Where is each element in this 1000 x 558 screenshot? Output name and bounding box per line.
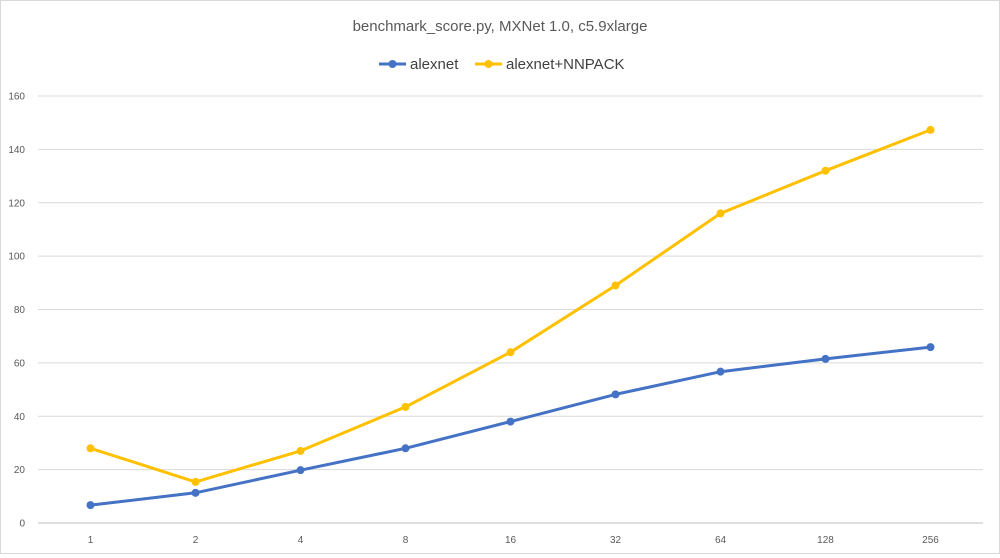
point-alexnet-16: [506, 417, 515, 426]
series-alexnet-nnpack: [86, 125, 935, 486]
point-alexnet-nnpack-4: [296, 446, 305, 455]
y-tick-label-160: 160: [8, 92, 25, 103]
y-tick-label-100: 100: [8, 252, 25, 263]
point-alexnet-nnpack-1: [86, 444, 95, 453]
legend: alexnet alexnet+NNPACK: [379, 56, 625, 73]
y-tick-label-140: 140: [8, 145, 25, 156]
y-tick-label-120: 120: [8, 198, 25, 209]
point-alexnet-nnpack-64: [716, 209, 725, 218]
legend-marker-alexnet-nnpack: [484, 60, 493, 68]
x-tick-label-128: 128: [817, 535, 834, 546]
x-tick-label-256: 256: [922, 535, 939, 546]
point-alexnet-nnpack-256: [926, 125, 935, 134]
y-tick-label-20: 20: [14, 465, 26, 476]
series-alexnet: [86, 343, 935, 510]
x-tick-label-64: 64: [715, 535, 727, 546]
y-tick-label-0: 0: [19, 519, 25, 530]
point-alexnet-nnpack-128: [821, 166, 830, 175]
y-tick-label-40: 40: [14, 412, 26, 423]
point-alexnet-nnpack-8: [401, 402, 410, 411]
point-alexnet-4: [296, 466, 305, 475]
y-axis-ticks: 0 20 40 60 80 100 120 140 160: [8, 92, 25, 530]
point-alexnet-nnpack-32: [611, 281, 620, 290]
chart-title: benchmark_score.py, MXNet 1.0, c5.9xlarg…: [353, 18, 648, 35]
y-tick-label-80: 80: [14, 305, 26, 316]
gridlines: [38, 95, 983, 524]
x-axis-ticks: 1 2 4 8 16 32 64 128 256: [88, 535, 940, 546]
point-alexnet-64: [716, 367, 725, 376]
legend-label-alexnet-nnpack: alexnet+NNPACK: [506, 56, 625, 73]
x-tick-label-16: 16: [505, 535, 517, 546]
legend-marker-alexnet: [388, 60, 397, 68]
point-alexnet-nnpack-2: [191, 477, 200, 486]
legend-item-alexnet: alexnet: [379, 56, 459, 73]
point-alexnet-1: [86, 501, 95, 510]
point-alexnet-nnpack-16: [506, 348, 515, 357]
x-tick-label-32: 32: [610, 535, 622, 546]
x-tick-label-8: 8: [403, 535, 409, 546]
y-tick-label-60: 60: [14, 358, 26, 369]
point-alexnet-32: [611, 390, 620, 399]
point-alexnet-128: [821, 354, 830, 363]
legend-item-alexnet-nnpack: alexnet+NNPACK: [475, 56, 625, 73]
point-alexnet-2: [191, 488, 200, 497]
series-line-alexnet-nnpack: [89, 128, 932, 484]
series-line-alexnet: [89, 345, 932, 507]
legend-label-alexnet: alexnet: [410, 56, 459, 73]
x-tick-label-2: 2: [193, 535, 199, 546]
x-tick-label-1: 1: [88, 535, 94, 546]
x-tick-label-4: 4: [298, 535, 304, 546]
point-alexnet-8: [401, 444, 410, 453]
series-layer: [86, 125, 935, 510]
point-alexnet-256: [926, 343, 935, 352]
